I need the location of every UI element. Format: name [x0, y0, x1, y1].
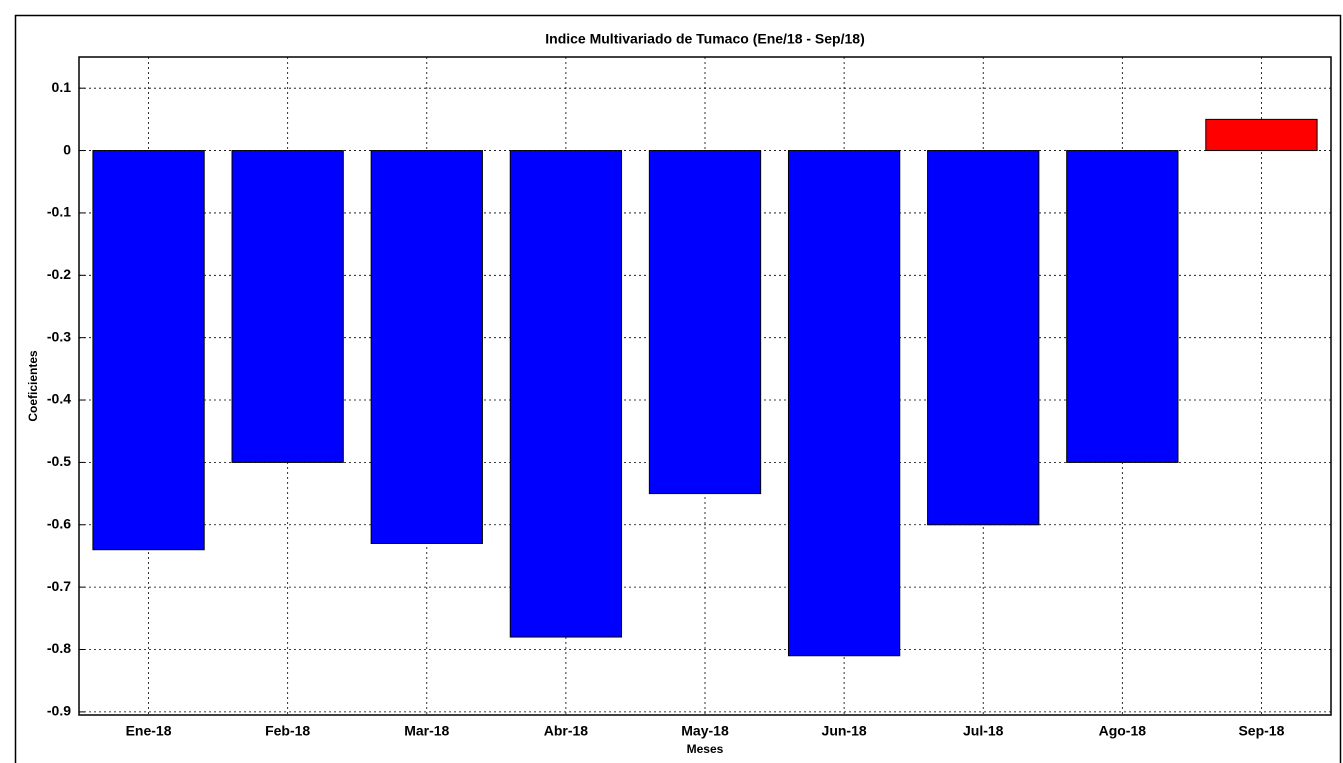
x-tick-label: Jun-18: [822, 723, 867, 739]
figure-frame: [14, 14, 1342, 763]
y-tick-label: 0.1: [52, 79, 72, 95]
y-tick-label: -0.2: [47, 266, 71, 282]
y-tick-label: -0.4: [47, 391, 71, 407]
y-tick-label: -0.6: [47, 515, 71, 531]
x-tick-label: Ene-18: [126, 723, 172, 739]
bar: [370, 150, 483, 544]
x-tick-label: Abr-18: [544, 723, 589, 739]
x-tick-label: Ago-18: [1099, 723, 1147, 739]
x-tick-label: Jul-18: [963, 723, 1004, 739]
plot-frame: [78, 56, 1332, 716]
bar: [648, 150, 762, 495]
y-tick-label: -0.5: [47, 453, 71, 469]
y-tick-label: 0: [63, 141, 71, 157]
y-tick-label: -0.9: [47, 703, 71, 719]
chart-title: Indice Multivariado de Tumaco (Ene/18 - …: [545, 31, 864, 47]
bar: [231, 150, 344, 463]
y-tick-label: -0.7: [47, 578, 71, 594]
bar: [92, 150, 205, 551]
bar: [787, 150, 901, 657]
x-tick-label: Feb-18: [265, 723, 310, 739]
bar: [509, 150, 623, 638]
y-tick-label: -0.8: [47, 640, 71, 656]
y-tick-label: -0.3: [47, 328, 71, 344]
y-axis-label: Coeficientes: [26, 350, 40, 422]
bar: [1066, 150, 1179, 463]
x-tick-label: May-18: [681, 723, 729, 739]
x-tick-label: Sep-18: [1238, 723, 1284, 739]
x-axis-label: Meses: [687, 742, 724, 756]
x-tick-label: Mar-18: [404, 723, 449, 739]
bar: [1205, 118, 1318, 152]
y-tick-label: -0.1: [47, 204, 71, 220]
bar: [927, 150, 1040, 526]
